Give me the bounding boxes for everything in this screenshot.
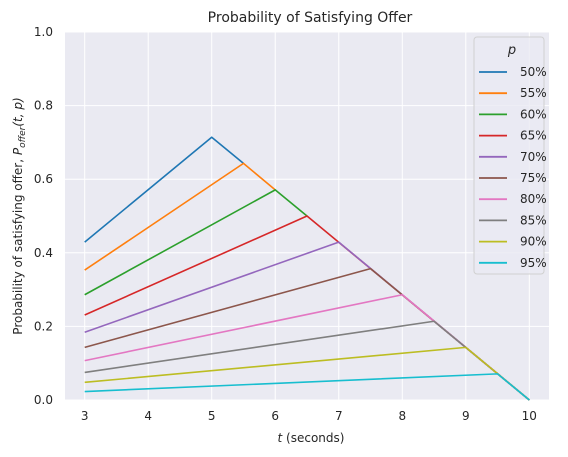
legend-label: 70%: [520, 150, 547, 164]
y-axis-label-sub: offer: [18, 125, 28, 148]
legend-label: 65%: [520, 129, 547, 143]
legend-label: 75%: [520, 171, 547, 185]
legend-label: 55%: [520, 86, 547, 100]
x-tick-labels: 3 4 5 6 7 8 9 10: [81, 409, 537, 423]
x-tick-label: 5: [208, 409, 216, 423]
legend-label: 95%: [520, 256, 547, 270]
legend-label: 85%: [520, 213, 547, 227]
x-tick-label: 4: [144, 409, 152, 423]
x-tick-label: 8: [398, 409, 406, 423]
y-tick-label: 0.0: [34, 393, 53, 407]
x-tick-label: 9: [462, 409, 470, 423]
chart-title: Probability of Satisfying Offer: [208, 10, 413, 26]
y-tick-label: 0.4: [34, 246, 53, 260]
series-lines: [84, 136, 530, 401]
series-line-95pct: [84, 373, 530, 401]
y-tick-label: 1.0: [34, 25, 53, 39]
y-tick-labels: 0.0 0.2 0.4 0.6 0.8 1.0: [34, 25, 53, 407]
legend-items: 50% 55% 60% 65% 70% 75% 80% 85% 90% 95%: [479, 65, 547, 270]
y-tick-label: 0.6: [34, 172, 53, 186]
legend-title: p: [507, 43, 516, 58]
y-axis-label: Probability of satisfying offer, Poffer(…: [11, 97, 28, 334]
x-axis-label-unit: (seconds): [282, 431, 344, 445]
legend-label: 80%: [520, 192, 547, 206]
x-tick-label: 7: [335, 409, 343, 423]
y-axis-label-var: P: [11, 147, 25, 155]
series-line-50pct: [84, 136, 244, 243]
x-axis-label: t (seconds): [278, 431, 345, 445]
x-tick-label: 10: [522, 409, 537, 423]
legend-label: 50%: [520, 65, 547, 79]
x-tick-label: 6: [271, 409, 279, 423]
legend-label: 90%: [520, 235, 547, 249]
legend: p 50% 55% 60% 65% 70% 75% 80% 85% 90% 95%: [473, 36, 547, 275]
x-tick-label: 3: [81, 409, 89, 423]
x-axis-label-var: t: [278, 431, 284, 445]
y-tick-label: 0.2: [34, 319, 53, 333]
y-tick-label: 0.8: [34, 99, 53, 113]
y-axis-label-args: (t, p): [11, 97, 25, 126]
series-line-60pct: [84, 189, 308, 296]
y-axis-label-text: Probability of satisfying offer,: [11, 155, 25, 335]
legend-label: 60%: [520, 107, 547, 121]
legend-box: [473, 36, 545, 275]
series-line-55pct: [84, 162, 276, 271]
